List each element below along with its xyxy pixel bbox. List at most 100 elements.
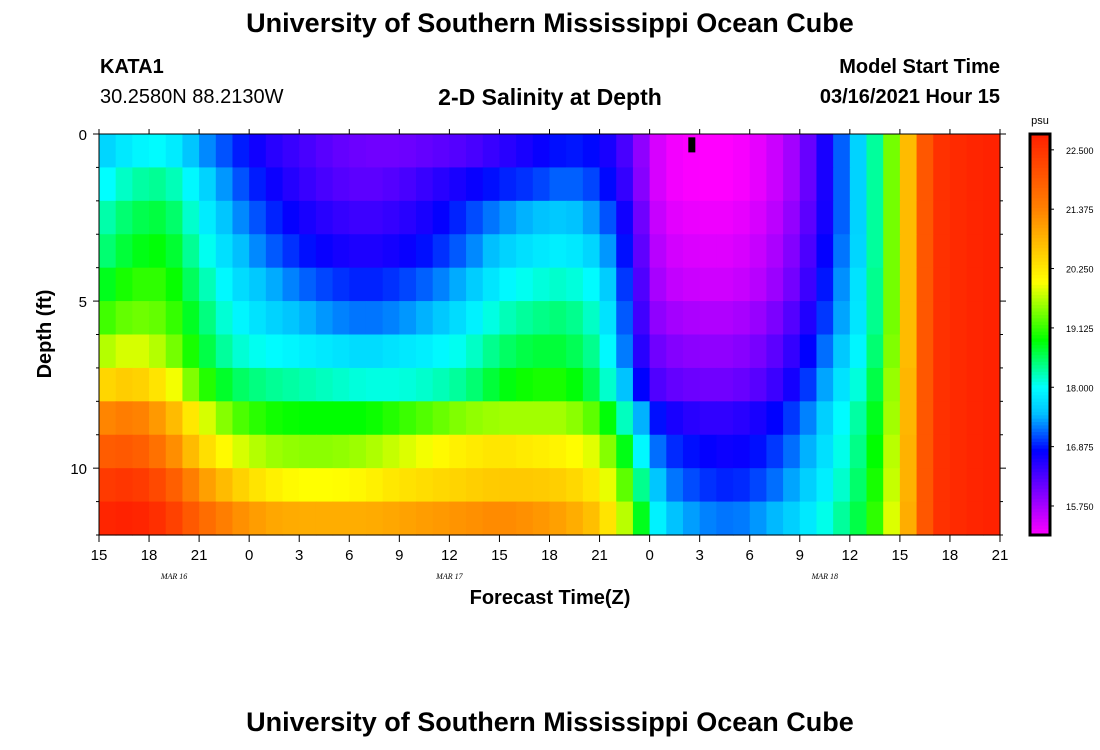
heatmap-cell <box>165 200 184 235</box>
colorbar-swatch <box>1030 341 1050 346</box>
colorbar-swatch <box>1030 281 1050 285</box>
x-tick-label: 0 <box>245 547 253 564</box>
heatmap-cell <box>966 501 984 536</box>
x-tick-label: 12 <box>841 547 858 564</box>
heatmap-cell <box>549 434 567 469</box>
heatmap-cell <box>582 200 601 235</box>
colorbar-swatch <box>1030 441 1050 446</box>
date-label: MAR 18 <box>811 572 838 581</box>
heatmap-cell <box>432 501 450 536</box>
date-label: MAR 16 <box>160 572 187 581</box>
colorbar-tick-label: 15.750 <box>1066 502 1094 512</box>
colorbar-swatch <box>1030 521 1050 526</box>
heatmap-cell <box>432 334 450 369</box>
heatmap-cell <box>332 134 350 169</box>
heatmap-cell <box>432 468 450 503</box>
heatmap-cell <box>866 167 884 202</box>
heatmap-cell <box>349 134 367 169</box>
heatmap-cell <box>115 234 133 269</box>
heatmap-cell <box>766 468 784 503</box>
heatmap-cell <box>883 468 901 503</box>
heatmap-cell <box>99 234 117 269</box>
heatmap-cell <box>682 234 701 269</box>
heatmap-cell <box>466 401 484 436</box>
heatmap-cell <box>849 401 868 436</box>
colorbar-swatch <box>1030 337 1050 342</box>
heatmap-cell <box>399 501 417 536</box>
heatmap-cell <box>99 200 117 235</box>
heatmap-cell <box>733 200 751 235</box>
heatmap-cell <box>132 434 150 469</box>
heatmap-cell <box>599 267 617 302</box>
colorbar-swatch <box>1030 314 1050 319</box>
heatmap-cell <box>783 134 801 169</box>
heatmap-cell <box>99 468 117 503</box>
heatmap-cell <box>165 501 184 536</box>
heatmap-cell <box>716 434 734 469</box>
heatmap-cell <box>349 167 367 202</box>
colorbar-swatch <box>1030 451 1050 456</box>
heatmap-cell <box>165 401 184 436</box>
heatmap-cell <box>699 234 717 269</box>
heatmap-cell <box>365 267 384 302</box>
heatmap-cell <box>382 200 400 235</box>
colorbar-swatch <box>1030 140 1050 145</box>
heatmap-cell <box>165 167 184 202</box>
heatmap-cell <box>365 200 384 235</box>
heatmap-cell <box>916 301 934 336</box>
heatmap-cell <box>616 401 634 436</box>
heatmap-cell <box>399 301 417 336</box>
colorbar-swatch <box>1030 294 1050 299</box>
heatmap-cell <box>499 301 517 336</box>
heatmap-cell <box>232 200 250 235</box>
heatmap-cell <box>849 334 868 369</box>
heatmap-cell <box>265 401 284 436</box>
heatmap-cell <box>599 434 617 469</box>
heatmap-cell <box>149 167 167 202</box>
heatmap-cell <box>99 434 117 469</box>
heatmap-cell <box>632 501 651 536</box>
colorbar-swatch <box>1030 277 1050 282</box>
heatmap-cell <box>933 367 951 402</box>
heatmap-cell <box>215 134 234 169</box>
heatmap-cell <box>866 334 884 369</box>
heatmap-cell <box>599 334 617 369</box>
colorbar-swatch <box>1030 224 1050 229</box>
colorbar-swatch <box>1030 304 1050 309</box>
heatmap-cell <box>482 334 501 369</box>
heatmap-cell <box>532 200 551 235</box>
heatmap-cell <box>215 267 234 302</box>
x-tick-label: 21 <box>191 547 208 564</box>
heatmap-cell <box>849 434 868 469</box>
heatmap-cell <box>466 134 484 169</box>
heatmap-cell <box>466 267 484 302</box>
heatmap-cell <box>449 267 467 302</box>
heatmap-cell <box>249 301 267 336</box>
heatmap-cell <box>799 234 818 269</box>
heatmap-cell <box>199 367 217 402</box>
heatmap-cell <box>482 267 501 302</box>
heatmap-cell <box>616 301 634 336</box>
colorbar-swatch <box>1030 384 1050 389</box>
observation-marker <box>688 137 696 153</box>
heatmap-cell <box>499 267 517 302</box>
heatmap-cell <box>249 334 267 369</box>
colorbar-swatch <box>1030 364 1050 369</box>
heatmap-cell <box>866 401 884 436</box>
heatmap-cell <box>949 367 968 402</box>
heatmap-cell <box>983 434 1001 469</box>
heatmap-cell <box>115 134 133 169</box>
heatmap-cell <box>249 468 267 503</box>
heatmap-cell <box>549 334 567 369</box>
heatmap-cell <box>149 267 167 302</box>
heatmap-cell <box>382 401 400 436</box>
heatmap-cell <box>582 134 601 169</box>
heatmap-cell <box>699 501 717 536</box>
colorbar-swatch <box>1030 347 1050 352</box>
heatmap-cell <box>449 468 467 503</box>
heatmap-cell <box>299 501 317 536</box>
heatmap-cell <box>532 501 551 536</box>
heatmap-cell <box>749 234 768 269</box>
heatmap-cell <box>616 134 634 169</box>
colorbar-swatch <box>1030 227 1050 232</box>
